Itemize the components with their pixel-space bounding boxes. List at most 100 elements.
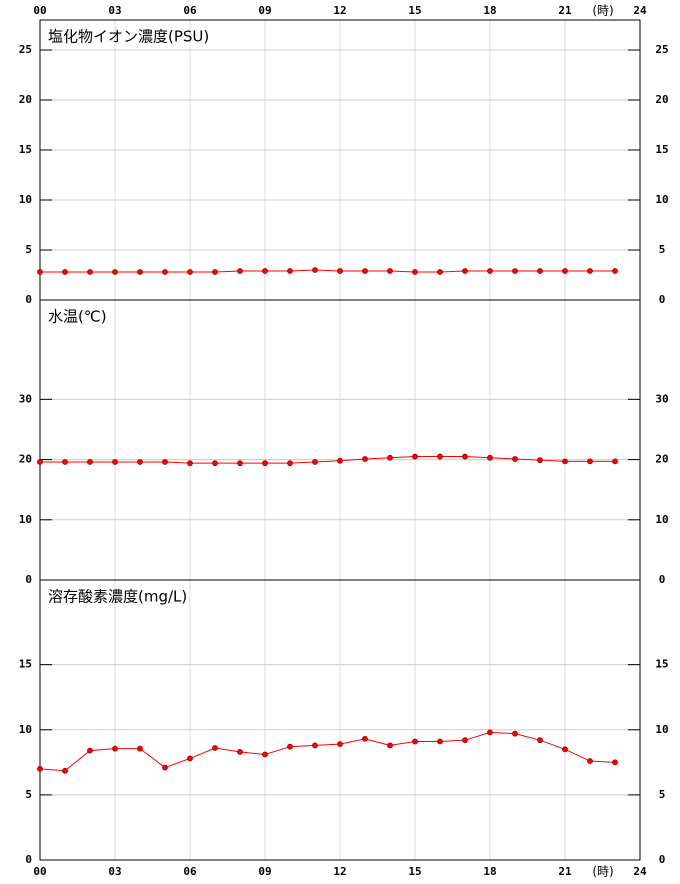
y-tick-label: 5 <box>659 243 666 256</box>
y-tick-label: 10 <box>655 723 668 736</box>
x-tick-label: 06 <box>183 4 197 17</box>
y-tick-label: 25 <box>655 43 668 56</box>
data-point <box>312 742 318 749</box>
x-tick-label: 03 <box>108 4 121 17</box>
y-tick-label: 10 <box>19 513 32 526</box>
y-tick-label: 10 <box>655 193 668 206</box>
x-tick-label: 12 <box>333 865 346 878</box>
data-point <box>312 267 318 273</box>
data-point <box>487 729 493 736</box>
data-point <box>487 454 493 461</box>
data-point <box>87 269 93 275</box>
data-point <box>512 456 518 462</box>
panel-title: 溶存酸素濃度(mg/L) <box>48 588 187 606</box>
data-point <box>262 268 268 274</box>
data-point <box>612 458 618 465</box>
y-tick-label: 25 <box>19 43 32 56</box>
data-point <box>287 460 293 467</box>
data-point <box>62 767 68 774</box>
data-point <box>62 269 68 275</box>
data-point <box>437 269 443 275</box>
y-tick-label: 0 <box>25 293 32 306</box>
y-tick-label: 20 <box>655 453 668 466</box>
data-line <box>39 731 616 772</box>
y-tick-label: 0 <box>659 293 666 306</box>
data-point <box>312 459 318 465</box>
data-point <box>337 457 343 464</box>
data-point <box>587 458 593 465</box>
y-tick-label: 15 <box>19 658 32 671</box>
data-point <box>537 737 543 744</box>
data-point <box>462 453 468 460</box>
data-point <box>237 749 243 755</box>
data-point <box>537 457 543 464</box>
y-tick-label: 0 <box>25 573 32 586</box>
y-tick-label: 20 <box>19 93 32 106</box>
data-point <box>387 454 393 461</box>
data-point <box>162 764 168 771</box>
data-point <box>287 268 293 274</box>
x-unit: (時) <box>592 4 613 18</box>
data-point <box>412 269 418 275</box>
x-tick-label: 00 <box>33 865 46 878</box>
data-point <box>437 738 443 745</box>
data-point <box>287 743 293 750</box>
data-point <box>187 755 193 762</box>
data-point <box>562 268 568 274</box>
data-point <box>37 269 43 275</box>
y-tick-label: 10 <box>19 723 32 736</box>
x-tick-label: 00 <box>33 4 46 17</box>
x-tick-label: 12 <box>333 4 346 17</box>
data-point <box>137 459 143 465</box>
data-point <box>212 460 218 467</box>
data-point <box>137 269 143 275</box>
data-point <box>537 268 543 274</box>
y-tick-label: 15 <box>19 143 32 156</box>
data-point <box>162 459 168 465</box>
y-tick-label: 0 <box>659 573 666 586</box>
x-tick-label: 24 <box>633 4 647 17</box>
x-tick-label: 15 <box>408 865 421 878</box>
data-point <box>87 459 93 465</box>
data-point <box>462 268 468 274</box>
data-point <box>562 458 568 465</box>
data-point <box>262 751 268 758</box>
x-tick-label: 09 <box>258 4 271 17</box>
y-tick-label: 5 <box>25 788 32 801</box>
data-point <box>237 268 243 274</box>
x-tick-label: 15 <box>408 4 421 17</box>
data-point <box>612 268 618 274</box>
data-point <box>587 268 593 274</box>
data-point <box>362 735 368 742</box>
x-tick-label: 03 <box>108 865 121 878</box>
y-tick-label: 15 <box>655 143 668 156</box>
data-point <box>187 269 193 275</box>
y-tick-label: 0 <box>25 853 32 866</box>
data-point <box>337 268 343 274</box>
y-tick-label: 10 <box>655 513 668 526</box>
y-tick-label: 0 <box>659 853 666 866</box>
y-tick-label: 5 <box>25 243 32 256</box>
data-point <box>437 453 443 460</box>
data-point <box>112 459 118 465</box>
data-point <box>587 758 593 764</box>
data-point <box>512 268 518 274</box>
data-point <box>412 453 418 460</box>
data-point <box>512 730 518 737</box>
panel-title: 塩化物イオン濃度(PSU) <box>48 28 209 46</box>
data-line <box>40 456 615 464</box>
x-tick-label: 24 <box>633 865 647 878</box>
data-point <box>87 747 93 754</box>
data-point <box>487 268 493 274</box>
y-tick-label: 15 <box>655 658 668 671</box>
y-tick-label: 5 <box>659 788 666 801</box>
data-point <box>237 460 243 467</box>
data-point <box>562 746 568 753</box>
x-tick-label: 21 <box>558 865 572 878</box>
data-point <box>612 759 618 766</box>
data-point <box>137 745 143 752</box>
data-point <box>62 459 68 465</box>
data-line <box>40 269 615 273</box>
